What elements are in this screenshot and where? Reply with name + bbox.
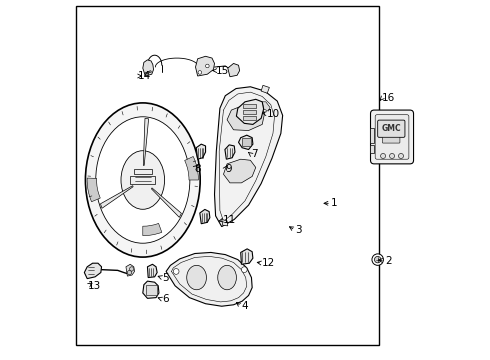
Polygon shape (200, 210, 210, 224)
Polygon shape (223, 159, 256, 183)
Polygon shape (221, 220, 228, 226)
Circle shape (374, 256, 381, 263)
Bar (243, 116, 256, 120)
Polygon shape (241, 249, 253, 264)
Text: 16: 16 (382, 93, 395, 103)
Circle shape (149, 71, 151, 73)
Polygon shape (370, 128, 374, 143)
Text: 9: 9 (225, 163, 232, 174)
Circle shape (381, 153, 386, 158)
FancyBboxPatch shape (370, 110, 414, 164)
Polygon shape (126, 264, 135, 276)
Circle shape (129, 267, 134, 271)
Text: 14: 14 (137, 71, 150, 81)
Text: 1: 1 (331, 198, 338, 208)
Circle shape (173, 269, 179, 274)
Wedge shape (185, 157, 198, 180)
Text: 3: 3 (295, 225, 302, 235)
Polygon shape (228, 63, 240, 77)
Text: GMC: GMC (382, 124, 401, 133)
Bar (134, 169, 152, 174)
FancyBboxPatch shape (378, 120, 405, 137)
Circle shape (145, 72, 147, 74)
Bar (76, 6, 379, 345)
Circle shape (198, 71, 201, 74)
Circle shape (147, 71, 149, 73)
Polygon shape (239, 135, 253, 149)
Bar (130, 176, 155, 184)
Text: 12: 12 (262, 258, 275, 268)
FancyBboxPatch shape (375, 115, 409, 159)
Polygon shape (215, 87, 283, 226)
Polygon shape (262, 102, 270, 111)
Text: 8: 8 (194, 163, 201, 174)
Polygon shape (143, 281, 159, 298)
Polygon shape (225, 145, 235, 159)
Circle shape (242, 267, 247, 273)
Polygon shape (151, 188, 181, 217)
Polygon shape (143, 118, 148, 166)
Ellipse shape (85, 103, 200, 257)
Bar (243, 110, 256, 114)
Text: 6: 6 (162, 294, 169, 304)
Ellipse shape (96, 117, 190, 243)
Polygon shape (143, 60, 153, 76)
Polygon shape (196, 144, 205, 159)
Text: 10: 10 (267, 109, 280, 119)
Text: 5: 5 (162, 273, 169, 283)
Polygon shape (236, 99, 264, 125)
Circle shape (390, 153, 394, 158)
Text: 15: 15 (216, 66, 229, 76)
Circle shape (205, 64, 209, 68)
Text: 2: 2 (385, 256, 392, 266)
Ellipse shape (121, 151, 165, 209)
Ellipse shape (218, 265, 236, 290)
Bar (243, 104, 256, 108)
Bar (146, 285, 157, 296)
Text: 7: 7 (251, 149, 257, 159)
Polygon shape (147, 264, 157, 278)
Polygon shape (196, 56, 215, 76)
Circle shape (372, 254, 383, 265)
Bar (243, 138, 251, 146)
Circle shape (127, 270, 132, 275)
Text: 4: 4 (242, 301, 248, 311)
Text: 13: 13 (88, 281, 101, 291)
Circle shape (398, 153, 403, 158)
Polygon shape (370, 145, 374, 153)
FancyBboxPatch shape (382, 137, 400, 143)
Polygon shape (84, 263, 101, 279)
Text: 11: 11 (223, 215, 236, 225)
Polygon shape (261, 85, 270, 93)
Polygon shape (227, 105, 265, 131)
Wedge shape (143, 224, 162, 236)
Polygon shape (100, 186, 133, 208)
Polygon shape (166, 252, 252, 306)
Wedge shape (87, 178, 100, 202)
Ellipse shape (187, 265, 206, 290)
